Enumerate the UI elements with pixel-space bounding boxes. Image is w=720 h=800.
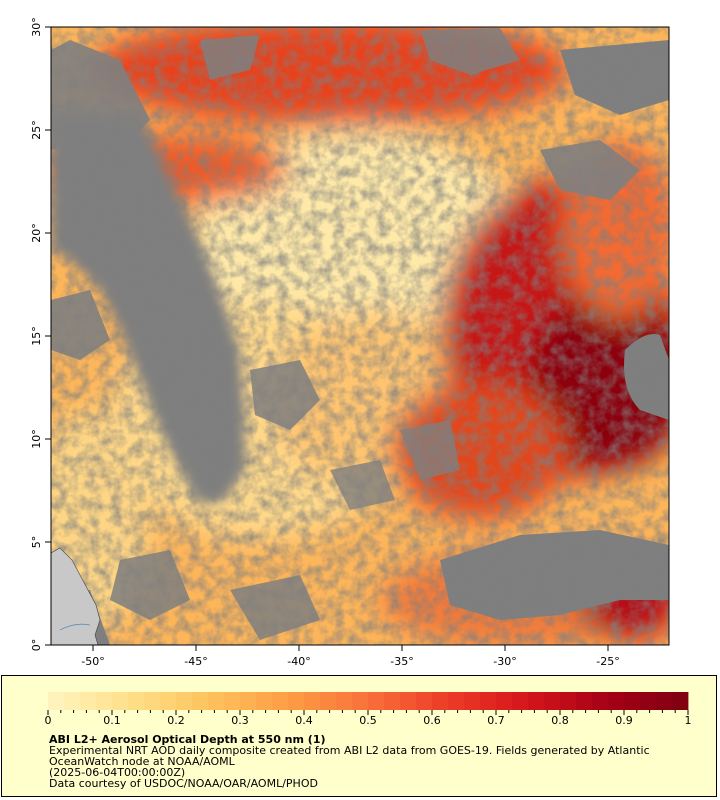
- colorbar-label: 0.2: [167, 714, 185, 727]
- colorbar-cell: [432, 692, 449, 710]
- colorbar-label: 0.8: [551, 714, 569, 727]
- colorbar-label: 0.5: [359, 714, 377, 727]
- colorbar-cell: [672, 692, 689, 710]
- x-tick-label: -35°: [390, 655, 413, 668]
- colorbar-label: 0.3: [231, 714, 249, 727]
- river: [59, 623, 91, 631]
- x-tick-label: -50°: [81, 655, 104, 668]
- colorbar-cell: [240, 692, 257, 710]
- colorbar-label: 0.4: [295, 714, 313, 727]
- colorbar-cell: [368, 692, 385, 710]
- colorbar-cell: [400, 692, 417, 710]
- colorbar-cell: [464, 692, 481, 710]
- x-tick-labels: -50° -45° -40° -35° -30° -25°: [81, 655, 619, 668]
- colorbar-cell: [320, 692, 337, 710]
- colorbar-cell: [160, 692, 177, 710]
- x-tick-label: -40°: [287, 655, 310, 668]
- colorbar-cell: [624, 692, 641, 710]
- colorbar-cell: [144, 692, 161, 710]
- y-tick-label: 20°: [30, 223, 43, 243]
- legend-credit: Data courtesy of USDOC/NOAA/OAR/AOML/PHO…: [49, 777, 318, 790]
- colorbar-ticks: [47, 710, 689, 715]
- colorbar-label: 0.6: [423, 714, 441, 727]
- colorbar-cell: [528, 692, 545, 710]
- y-tick-label: 15°: [30, 326, 43, 346]
- colorbar-cell: [48, 692, 65, 710]
- legend-panel: 0 0.1 0.2 0.3 0.4 0.5 0.6 0.7 0.8 0.9 1 …: [1, 675, 717, 797]
- colorbar-cell: [336, 692, 353, 710]
- colorbar-label: 1: [685, 714, 692, 727]
- colorbar-cell: [576, 692, 593, 710]
- aod-map: -50° -45° -40° -35° -30° -25° 30° 25° 20…: [30, 17, 670, 668]
- colorbar-cell: [608, 692, 625, 710]
- colorbar-labels: 0 0.1 0.2 0.3 0.4 0.5 0.6 0.7 0.8 0.9 1: [45, 714, 692, 727]
- colorbar-label: 0.1: [103, 714, 121, 727]
- cloud-speckle: [51, 27, 669, 645]
- colorbar-cells: [48, 692, 689, 710]
- colorbar-cell: [512, 692, 529, 710]
- y-tick-label: 10°: [30, 429, 43, 449]
- colorbar-label: 0: [45, 714, 52, 727]
- colorbar-cell: [176, 692, 193, 710]
- colorbar-cell: [224, 692, 241, 710]
- colorbar-cell: [288, 692, 305, 710]
- colorbar-cell: [592, 692, 609, 710]
- colorbar-cell: [128, 692, 145, 710]
- x-tick-label: -45°: [184, 655, 207, 668]
- x-tick-label: -30°: [493, 655, 516, 668]
- colorbar-cell: [64, 692, 81, 710]
- colorbar-cell: [656, 692, 673, 710]
- y-tick-label: 5°: [30, 536, 43, 549]
- y-tick-label: 0°: [30, 639, 43, 652]
- y-axis: [45, 26, 51, 646]
- colorbar-cell: [272, 692, 289, 710]
- colorbar-label: 0.9: [615, 714, 633, 727]
- colorbar-cell: [480, 692, 497, 710]
- colorbar: 0 0.1 0.2 0.3 0.4 0.5 0.6 0.7 0.8 0.9 1: [45, 692, 692, 727]
- colorbar-cell: [208, 692, 225, 710]
- plot-area: [51, 27, 669, 645]
- colorbar-cell: [192, 692, 209, 710]
- colorbar-cell: [544, 692, 561, 710]
- x-axis: [92, 645, 609, 651]
- colorbar-cell: [640, 692, 657, 710]
- x-tick-label: -25°: [596, 655, 619, 668]
- legend-title: ABI L2+ Aerosol Optical Depth at 550 nm …: [49, 733, 326, 746]
- colorbar-cell: [352, 692, 369, 710]
- colorbar-cell: [96, 692, 113, 710]
- colorbar-cell: [384, 692, 401, 710]
- legend-description: Experimental NRT AOD daily composite cre…: [49, 744, 650, 768]
- legend-date: (2025-06-04T00:00:00Z): [49, 766, 186, 779]
- colorbar-cell: [112, 692, 129, 710]
- colorbar-cell: [496, 692, 513, 710]
- y-tick-labels: 30° 25° 20° 15° 10° 5° 0°: [30, 17, 43, 651]
- y-tick-label: 25°: [30, 120, 43, 140]
- colorbar-cell: [560, 692, 577, 710]
- colorbar-cell: [304, 692, 321, 710]
- colorbar-cell: [256, 692, 273, 710]
- colorbar-label: 0.7: [487, 714, 505, 727]
- y-tick-label: 30°: [30, 17, 43, 37]
- colorbar-cell: [416, 692, 433, 710]
- land-south-america: [51, 547, 101, 645]
- colorbar-cell: [80, 692, 97, 710]
- colorbar-cell: [448, 692, 465, 710]
